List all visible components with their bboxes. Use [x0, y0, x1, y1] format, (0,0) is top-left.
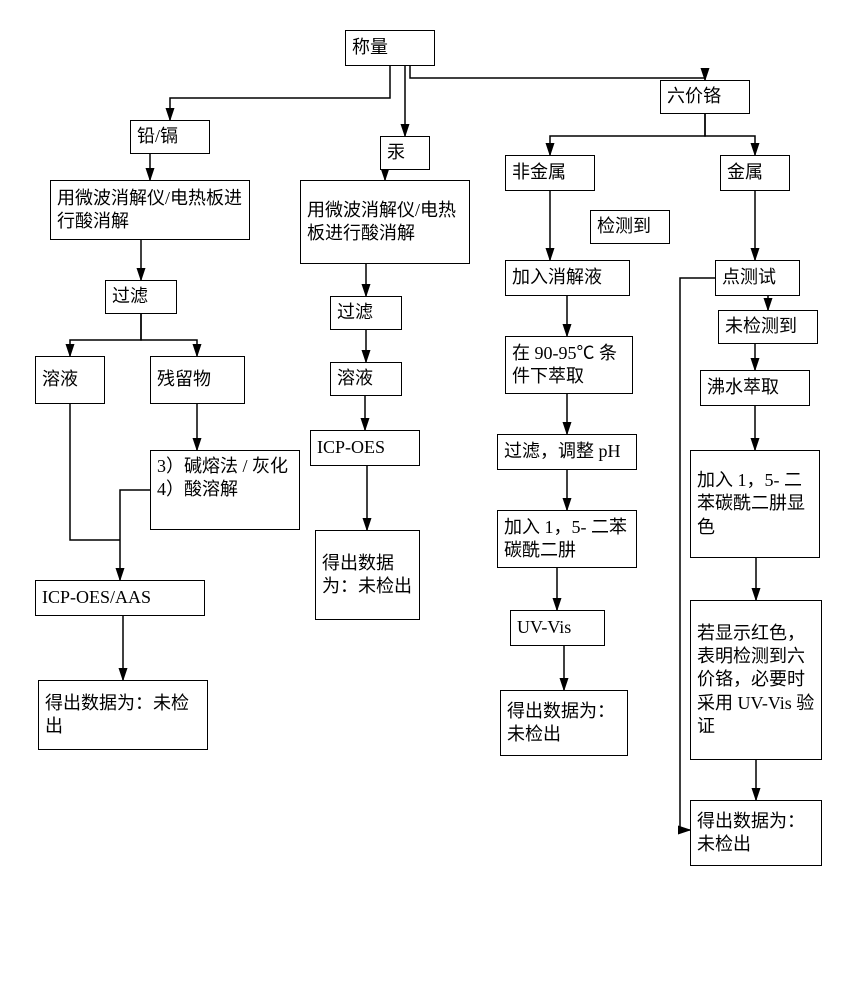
flowchart-node-result3: 得出数据为：未检出 [500, 690, 628, 756]
flowchart-node-weigh: 称量 [345, 30, 435, 66]
flowchart-node-result2: 得出数据为：未检出 [315, 530, 420, 620]
flowchart-node-result1: 得出数据为：未检出 [38, 680, 208, 750]
flowchart-node-spottest: 点测试 [715, 260, 800, 296]
flowchart-node-filter2: 过滤 [330, 296, 402, 330]
flowchart-node-icpoesaas: ICP-OES/AAS [35, 580, 205, 616]
flowchart-node-residue: 残留物 [150, 356, 245, 404]
flowchart-node-digestliq: 加入消解液 [505, 260, 630, 296]
flowchart-node-icpoes2: ICP-OES [310, 430, 420, 466]
flowchart-node-dpc2: 加入 1，5- 二苯碳酰二肼显色 [690, 450, 820, 558]
flowchart-node-digest1: 用微波消解仪/电热板进行酸消解 [50, 180, 250, 240]
flowchart-node-extract90: 在 90-95℃ 条件下萃取 [505, 336, 633, 394]
flowchart-node-hg: 汞 [380, 136, 430, 170]
flowchart-node-result4: 得出数据为：未检出 [690, 800, 822, 866]
flowchart-node-solution1: 溶液 [35, 356, 105, 404]
flowchart-node-pbcd: 铅/镉 [130, 120, 210, 154]
flowchart-node-boilwater: 沸水萃取 [700, 370, 810, 406]
flowchart-node-uvvis: UV-Vis [510, 610, 605, 646]
flowchart-node-notdetected: 未检测到 [718, 310, 818, 344]
flowchart-node-cr6: 六价铬 [660, 80, 750, 114]
flowchart-node-nonmetal: 非金属 [505, 155, 595, 191]
flowchart-node-dpc1: 加入 1，5- 二苯碳酰二肼 [497, 510, 637, 568]
flowchart-node-detected: 检测到 [590, 210, 670, 244]
flowchart-node-filterph: 过滤，调整 pH [497, 434, 637, 470]
flowchart-node-metal: 金属 [720, 155, 790, 191]
flowchart-node-digest2: 用微波消解仪/电热板进行酸消解 [300, 180, 470, 264]
flowchart-node-solution2: 溶液 [330, 362, 402, 396]
flowchart-node-redcheck: 若显示红色，表明检测到六价铬，必要时采用 UV-Vis 验证 [690, 600, 822, 760]
flowchart-node-alkali: 3）碱熔法 / 灰化4）酸溶解 [150, 450, 300, 530]
flowchart-node-filter1: 过滤 [105, 280, 177, 314]
